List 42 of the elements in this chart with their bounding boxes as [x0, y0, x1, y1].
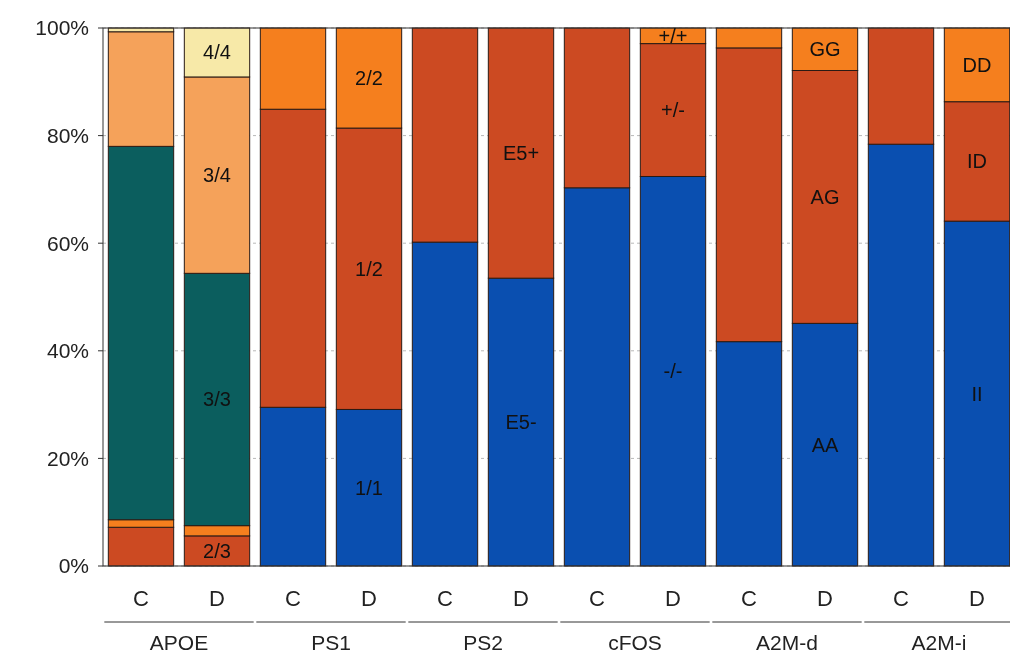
series-label: 1/1 [355, 476, 383, 499]
text: A2M-d [756, 631, 818, 654]
y-tick-label: 40% [46, 339, 89, 363]
x-tick-label: D [513, 586, 529, 611]
series-label: ID [967, 150, 987, 173]
y-tick-label: 0% [58, 554, 89, 578]
series-label: E5- [505, 411, 537, 434]
x-tick-label: D [969, 586, 985, 611]
y-tick-label: 60% [46, 231, 89, 255]
series-label: 3/3 [203, 388, 231, 411]
x-tick-label: C [893, 586, 910, 611]
series-label: E5+ [502, 142, 540, 165]
y-tick-label: 100% [35, 16, 89, 40]
y-tick-label: 20% [46, 446, 89, 470]
y-tick-label: 80% [46, 123, 89, 147]
series-label: 2/2 [355, 67, 383, 90]
series-label: -/- [663, 360, 683, 383]
series-label: 4/4 [203, 41, 231, 64]
x-tick-label: C [741, 586, 758, 611]
x-tick-label: D [665, 586, 681, 611]
series-label: 1/2 [355, 257, 383, 280]
text: APOE [149, 631, 209, 654]
text: PS1 [311, 631, 351, 654]
series-label: 3/4 [203, 164, 231, 187]
series-label: +/- [661, 99, 685, 122]
series-label: +/+ [658, 24, 688, 47]
series-label: 2/3 [203, 539, 231, 562]
text: cFOS [608, 631, 662, 654]
x-tick-label: C [133, 586, 150, 611]
x-tick-label: D [817, 586, 833, 611]
series-label: AA [811, 433, 839, 456]
series-label: AG [810, 185, 840, 208]
x-tick-label: C [437, 586, 454, 611]
x-tick-label: D [209, 586, 225, 611]
x-tick-label: C [285, 586, 302, 611]
x-tick-label: D [361, 586, 377, 611]
x-tick-label: C [589, 586, 606, 611]
series-label: DD [962, 53, 992, 76]
series-label: GG [809, 38, 841, 61]
series-label: II [971, 382, 983, 405]
text: A2M-i [911, 631, 967, 654]
text: PS2 [463, 631, 503, 654]
